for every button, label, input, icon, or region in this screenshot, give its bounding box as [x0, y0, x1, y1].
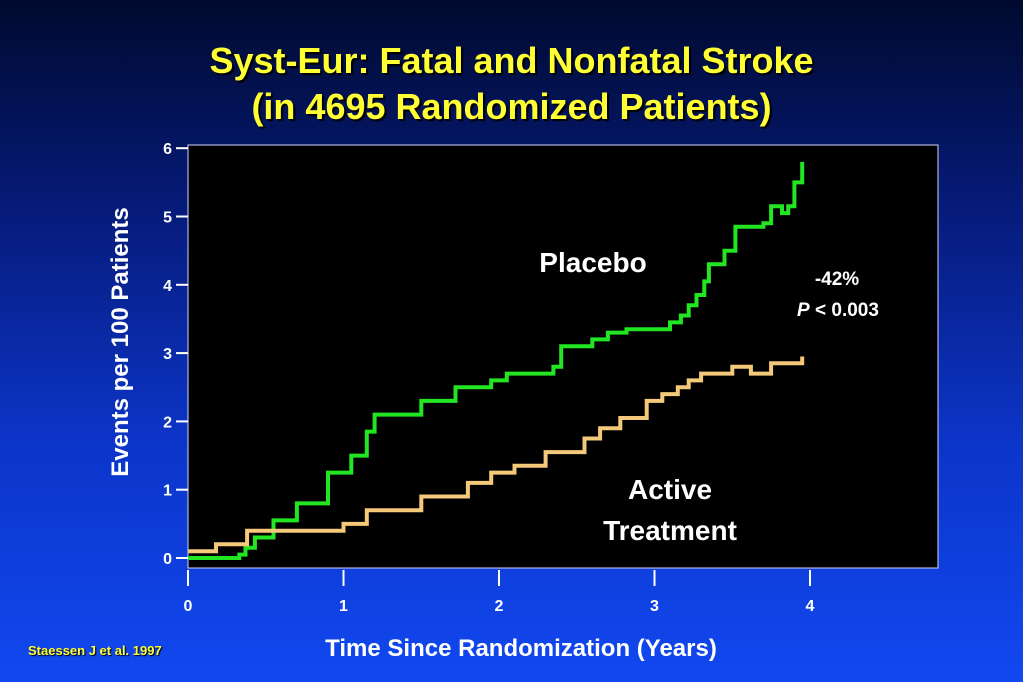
annotation-reduction: -42% — [815, 269, 859, 290]
series-lines — [188, 161, 805, 560]
y-tick-label: 5 — [163, 210, 172, 227]
y-tick-label: 0 — [163, 551, 172, 568]
x-tick-label: 0 — [184, 598, 193, 615]
y-tick-label: 6 — [163, 141, 172, 158]
annotation-p-value: P < 0.003 — [797, 300, 879, 321]
p-symbol: P — [797, 300, 810, 321]
placebo-line — [188, 161, 805, 560]
y-tick-label: 2 — [163, 414, 172, 431]
p-threshold: < 0.003 — [810, 300, 879, 321]
citation: Staessen J et al. 1997 — [28, 643, 162, 658]
y-axis-title: Events per 100 Patients — [107, 207, 134, 476]
y-tick-label: 4 — [163, 278, 172, 295]
slide-title-line-2: (in 4695 Randomized Patients) — [251, 86, 772, 127]
series-label-active-line-1: Active — [628, 474, 712, 505]
x-tick-label: 4 — [806, 598, 815, 615]
series-label-active-line-2: Treatment — [603, 515, 737, 546]
y-tick-label: 3 — [163, 346, 172, 363]
x-tick-label: 1 — [339, 598, 348, 615]
series-label-placebo: Placebo — [539, 247, 646, 278]
x-axis-title: Time Since Randomization (Years) — [325, 635, 717, 662]
x-tick-label: 2 — [495, 598, 504, 615]
active-treatment-line — [188, 356, 805, 554]
axes: 0 1 2 3 4 5 6 0 1 2 3 4 — [163, 141, 814, 615]
slide-title-line-1: Syst-Eur: Fatal and Nonfatal Stroke — [209, 40, 814, 81]
x-tick-label: 3 — [650, 598, 659, 615]
y-tick-label: 1 — [163, 483, 172, 500]
